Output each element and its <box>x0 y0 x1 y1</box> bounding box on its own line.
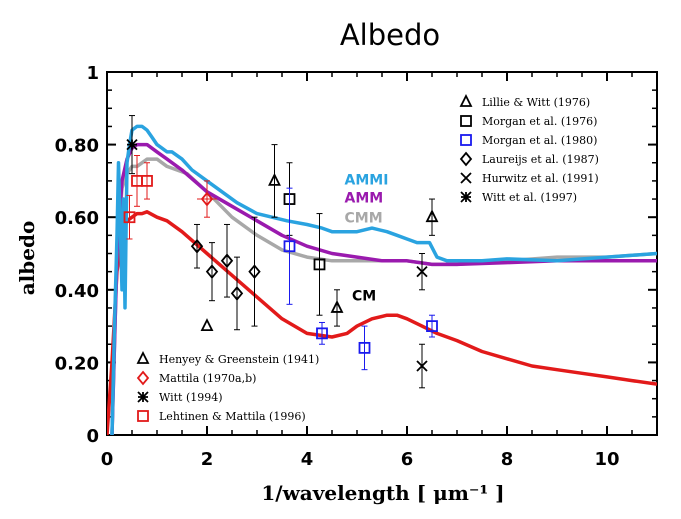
legend-marker <box>459 151 473 167</box>
data-point <box>313 258 326 271</box>
x-tick-label: 10 <box>594 449 619 470</box>
data-point <box>220 253 234 269</box>
legend-marker <box>460 191 472 203</box>
chart-title: Albedo <box>340 18 440 52</box>
data-point <box>330 299 344 313</box>
x-axis-label: 1/wavelength [ μm⁻¹ ] <box>261 481 504 505</box>
legend-marker <box>459 93 473 107</box>
series-label-cm: CM <box>352 289 376 305</box>
legend-marker <box>137 410 149 422</box>
series-line-ammi <box>110 124 657 435</box>
legend-label: Lillie & Witt (1976) <box>482 96 590 109</box>
data-point <box>126 138 138 151</box>
x-tick-label: 4 <box>301 449 314 470</box>
plot-area: 0 2 4 6 8 10 0 0.20 0.40 0.60 0.80 1 AMMI AMM CMM CM Lil… <box>55 63 658 470</box>
data-point <box>190 238 204 254</box>
legend-label: Witt et al. (1997) <box>482 191 577 204</box>
legend-marker <box>460 134 472 146</box>
legend-marker <box>460 115 472 127</box>
series-label-ammi: AMMI <box>345 173 389 189</box>
legend-marker <box>136 350 150 364</box>
data-point <box>416 266 428 278</box>
legend-label: Mattila (1970a,b) <box>159 372 256 385</box>
data-point <box>426 320 438 333</box>
y-tick-label: 1 <box>86 63 99 84</box>
data-point <box>230 286 244 301</box>
legend-marker <box>137 391 149 403</box>
legend-label: Morgan et al. (1980) <box>482 134 597 147</box>
legend-marker <box>136 370 150 386</box>
legend-label: Laureijs et al. (1987) <box>482 153 599 166</box>
y-axis-label: albedo <box>15 221 39 296</box>
data-point <box>316 327 328 340</box>
legend-marker <box>460 172 472 184</box>
legend-label: Morgan et al. (1976) <box>482 115 597 128</box>
legend-label: Witt (1994) <box>159 391 223 404</box>
x-tick-label: 2 <box>201 449 214 470</box>
data-point <box>268 172 281 186</box>
series-label-amm: AMM <box>345 191 384 207</box>
y-tick-label: 0.60 <box>55 208 99 229</box>
data-point <box>141 174 153 187</box>
data-point <box>416 360 428 372</box>
x-tick-label: 8 <box>501 449 514 470</box>
legend-label: Henyey & Greenstein (1941) <box>159 353 319 366</box>
data-point <box>358 341 371 354</box>
data-point <box>200 318 214 331</box>
y-tick-label: 0.80 <box>55 136 99 157</box>
y-tick-label: 0.20 <box>55 353 99 374</box>
legend-label: Hurwitz et al. (1991) <box>482 172 599 185</box>
y-tick-label: 0 <box>86 426 99 447</box>
data-point <box>425 209 439 223</box>
x-tick-label: 6 <box>401 449 414 470</box>
data-point <box>283 240 296 253</box>
x-tick-label: 0 <box>101 449 114 470</box>
data-point <box>200 191 214 207</box>
y-tick-label: 0.40 <box>55 281 99 302</box>
legend-label: Lehtinen & Mattila (1996) <box>159 410 306 423</box>
series-label-cmm: CMM <box>345 211 383 227</box>
data-point <box>205 264 219 280</box>
data-point <box>248 264 261 280</box>
data-point <box>123 211 136 224</box>
